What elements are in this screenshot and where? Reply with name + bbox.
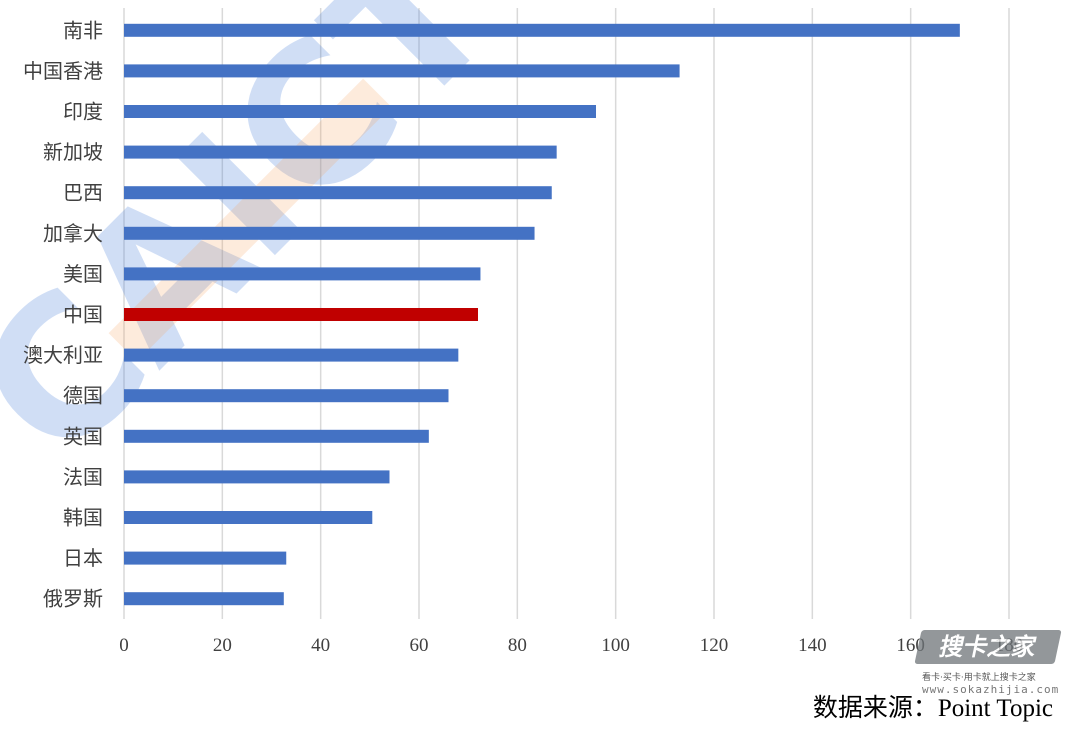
x-tick-label: 140 [798, 635, 827, 656]
bar [124, 64, 680, 78]
x-tick-label: 60 [410, 635, 429, 656]
bar [124, 470, 390, 484]
category-label: 英国 [63, 424, 103, 448]
bar [124, 186, 552, 200]
bar [124, 511, 373, 524]
category-label: 澳大利亚 [23, 343, 103, 367]
category-label: 中国 [63, 303, 103, 327]
category-label: 日本 [63, 546, 103, 570]
x-tick-label: 120 [700, 635, 729, 656]
category-label: 南非 [63, 18, 103, 42]
bar [124, 551, 287, 565]
category-label: 巴西 [63, 181, 103, 205]
category-label: 中国香港 [23, 59, 103, 83]
category-label: 新加坡 [43, 140, 103, 164]
bar [124, 105, 596, 118]
bar-series [124, 23, 960, 606]
bar [124, 389, 449, 403]
x-tick-label: 40 [311, 635, 330, 656]
bar [124, 348, 459, 362]
x-tick-label: 0 [119, 635, 129, 656]
x-tick-label: 20 [213, 635, 232, 656]
x-tick-label: 100 [601, 635, 630, 656]
watermark-tagline: 看卡·买卡·用卡就上搜卡之家 [922, 673, 1036, 683]
bar [124, 592, 284, 606]
category-label: 美国 [63, 262, 103, 286]
bar [124, 308, 478, 321]
sokazhijia-watermark: 搜卡之家 看卡·买卡·用卡就上搜卡之家 www.sokazhijia.com [914, 622, 1068, 698]
watermark-logo: 搜卡之家 [914, 630, 1062, 664]
category-label: 印度 [63, 100, 103, 124]
bar [124, 145, 557, 159]
watermark-url: www.sokazhijia.com [922, 683, 1060, 696]
category-label: 韩国 [63, 506, 103, 530]
category-label: 德国 [63, 384, 103, 408]
bar [124, 226, 535, 240]
bar [124, 429, 429, 443]
bar [124, 267, 481, 281]
data-source-note: 数据来源：Point Topic [812, 695, 1053, 722]
category-label: 加拿大 [43, 221, 103, 245]
category-label: 法国 [63, 465, 103, 489]
bar [124, 23, 960, 37]
x-tick-label: 80 [508, 635, 527, 656]
category-label: 俄罗斯 [43, 587, 103, 611]
x-tick-labels: 020406080100120140160180 [119, 635, 1023, 656]
